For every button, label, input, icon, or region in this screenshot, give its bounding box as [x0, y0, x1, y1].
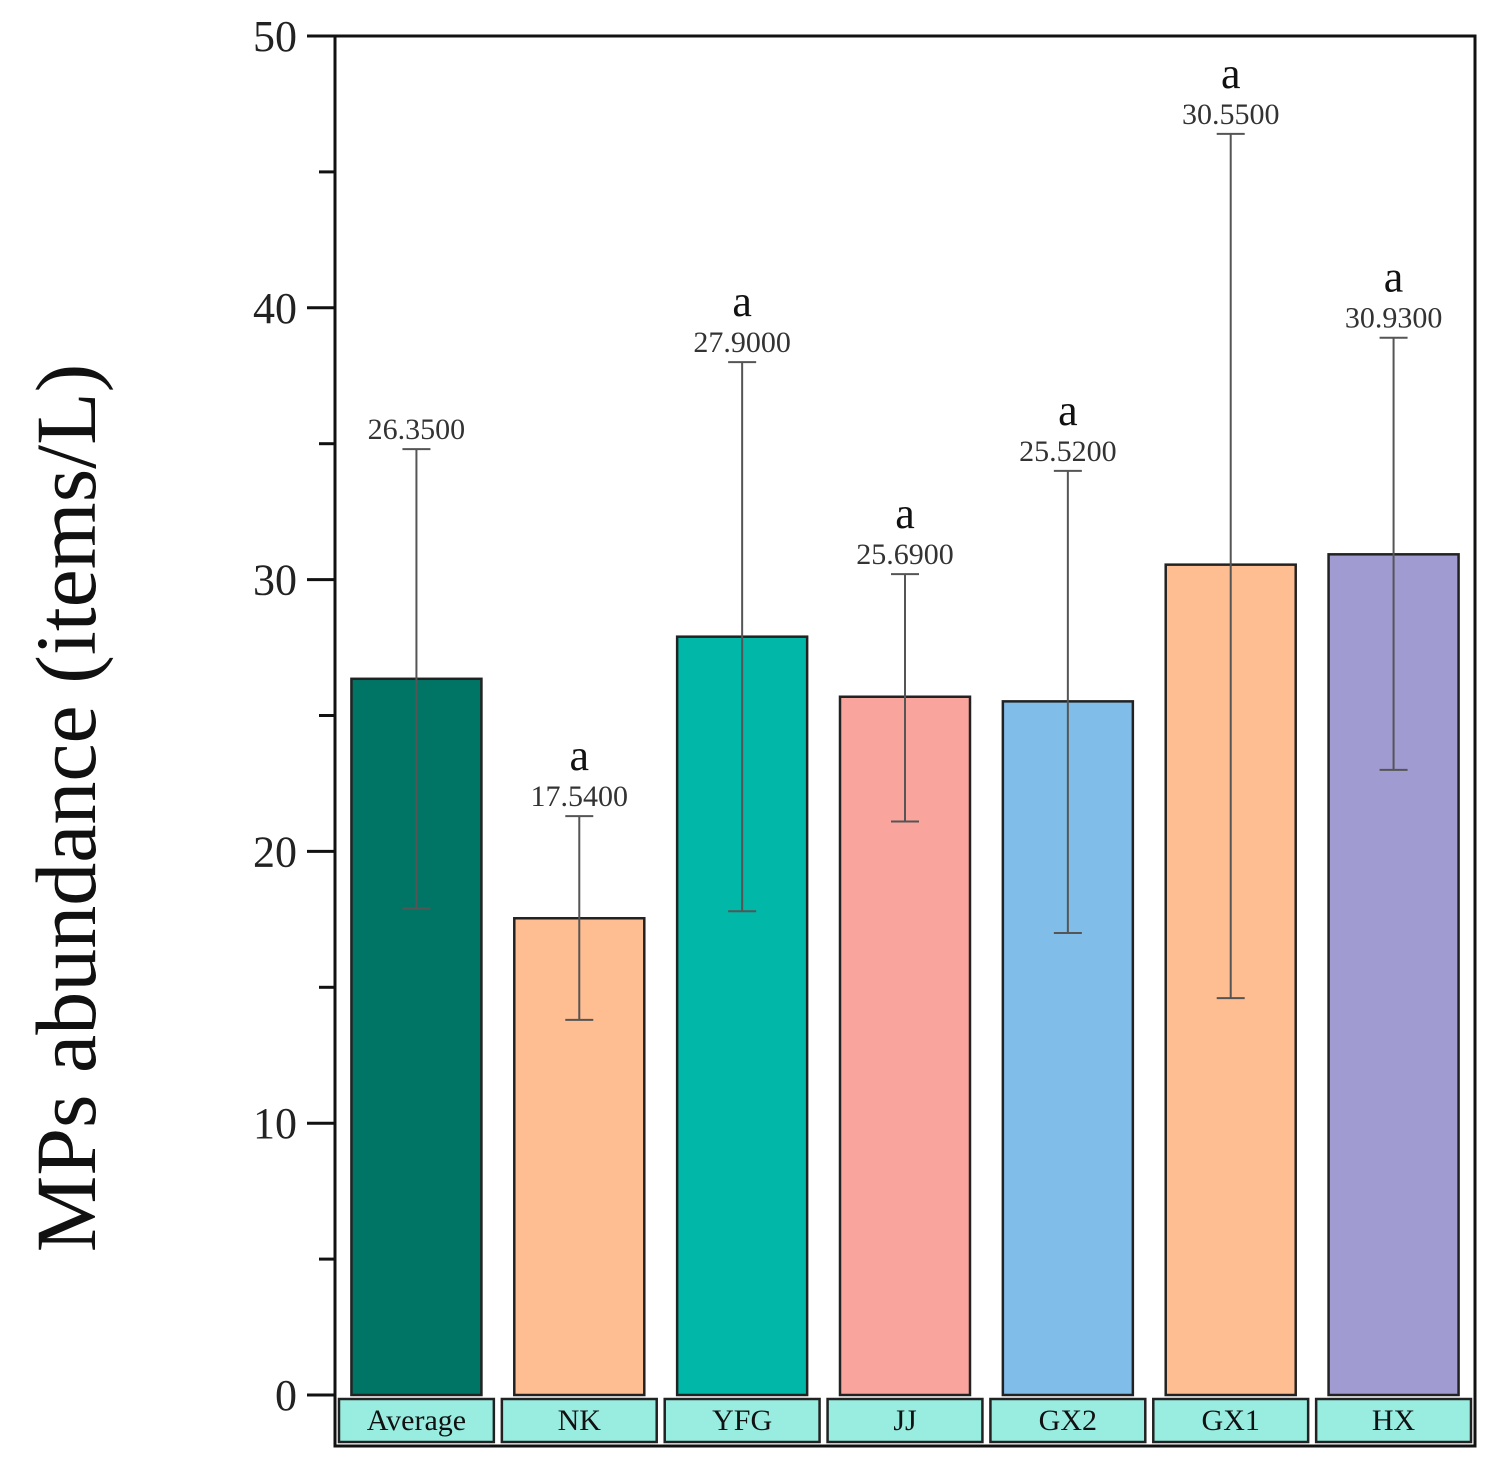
- category-box: [663, 1397, 821, 1444]
- y-tick-label: 10: [253, 1099, 297, 1148]
- significance-label: a: [1384, 253, 1404, 302]
- value-label: 25.6900: [856, 538, 954, 571]
- labels: 01020304050Average26.3500NK17.5400aYFG27…: [253, 12, 1442, 1437]
- axes: [307, 34, 1477, 1448]
- category-box: [826, 1397, 984, 1444]
- category-label-nk: NK: [558, 1404, 602, 1437]
- category-label-gx2: GX2: [1039, 1404, 1097, 1437]
- y-tick-label: 0: [275, 1371, 297, 1420]
- value-label: 17.5400: [531, 780, 629, 813]
- plot-frame: [333, 34, 1477, 1448]
- category-box: [1152, 1397, 1310, 1444]
- category-label-average: Average: [367, 1404, 466, 1437]
- y-axis-label: MPs abundance (items/L): [18, 364, 114, 1252]
- category-label-jj: JJ: [893, 1404, 917, 1437]
- value-label: 30.5500: [1182, 98, 1280, 131]
- significance-label: a: [570, 731, 590, 780]
- category-label-yfg: YFG: [712, 1404, 772, 1437]
- value-label: 27.9000: [693, 326, 791, 359]
- y-tick-label: 40: [253, 284, 297, 333]
- category-box: [337, 1397, 496, 1444]
- category-box: [1314, 1397, 1473, 1444]
- y-tick-label: 50: [253, 12, 297, 61]
- category-label-gx1: GX1: [1202, 1404, 1260, 1437]
- bars: [337, 132, 1473, 1444]
- category-box: [989, 1397, 1147, 1444]
- category-label-hx: HX: [1372, 1404, 1416, 1437]
- value-label: 26.3500: [368, 413, 466, 446]
- significance-label: a: [732, 277, 752, 326]
- significance-label: a: [895, 489, 915, 538]
- y-tick-label: 20: [253, 827, 297, 876]
- category-box: [500, 1397, 658, 1444]
- significance-label: a: [1058, 386, 1078, 435]
- value-label: 25.5200: [1019, 435, 1117, 468]
- significance-label: a: [1221, 49, 1241, 98]
- y-tick-label: 30: [253, 556, 297, 605]
- value-label: 30.9300: [1345, 302, 1443, 335]
